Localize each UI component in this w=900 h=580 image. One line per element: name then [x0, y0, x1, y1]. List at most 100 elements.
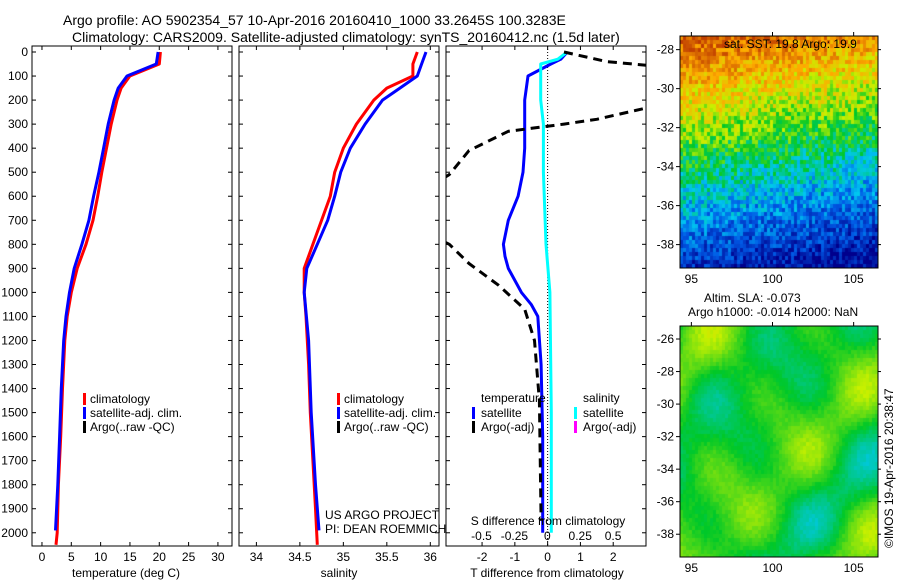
- x2-tick-label: -0.25: [501, 529, 529, 543]
- y-tick-label: 1200: [1, 333, 28, 347]
- x-tick-label: -2: [477, 550, 488, 564]
- series-line-satellite-adj-clim-: [302, 51, 428, 531]
- sst-map: [680, 36, 878, 268]
- x-tick-label: -1: [510, 550, 521, 564]
- map-y-tick-label: -38: [657, 238, 675, 252]
- series-line-satellite-adj-clim-: [54, 51, 160, 531]
- panel-frame-difference: [445, 45, 647, 547]
- y-tick-label: 1000: [1, 285, 28, 299]
- x-tick-label: 20: [153, 550, 167, 564]
- y-tick-label: 0: [21, 45, 28, 59]
- map-y-tick-label: -28: [657, 43, 675, 57]
- map-x-tick-label: 95: [685, 561, 699, 575]
- legend-label: climatology: [90, 392, 150, 406]
- map-frame-sla_map: [679, 325, 879, 558]
- legend-label: Argo(-adj): [481, 420, 534, 434]
- x-tick-label: 34: [250, 550, 264, 564]
- y-tick-label: 1300: [1, 358, 28, 372]
- map-frame-sst_map: [679, 35, 879, 269]
- map-y-tick-label: -32: [657, 121, 675, 135]
- legend-swatch: [83, 393, 86, 405]
- legend-label: climatology: [344, 392, 404, 406]
- x-tick-label: 30: [211, 550, 225, 564]
- sdiff-xlabel: S difference from climatology: [471, 514, 626, 528]
- legend-swatch: [472, 421, 475, 433]
- x-tick-label: 15: [123, 550, 137, 564]
- title-line-1: Argo profile: AO 5902354_57 10-Apr-2016 …: [63, 12, 566, 28]
- x-tick-label: 35: [337, 550, 351, 564]
- y-tick-label: 500: [8, 165, 28, 179]
- map-y-tick-label: -34: [657, 160, 675, 174]
- legend-salinity-title: salinity: [583, 391, 620, 405]
- map-y-tick-label: -34: [657, 462, 675, 476]
- legend-swatch: [83, 421, 86, 433]
- map-x-tick-label: 105: [844, 561, 864, 575]
- legend-swatch: [337, 407, 340, 419]
- x-tick-label: 34.5: [288, 550, 312, 564]
- map-y-tick-label: -38: [657, 527, 675, 541]
- map-x-tick-label: 95: [685, 272, 699, 286]
- x-tick-label: 25: [182, 550, 196, 564]
- x-tick-label: 5: [68, 550, 75, 564]
- y-tick-label: 600: [8, 189, 28, 203]
- x-tick-label: 2: [610, 550, 617, 564]
- map-y-tick-label: -26: [657, 332, 675, 346]
- legend-swatch: [83, 407, 86, 419]
- y-tick-label: 800: [8, 237, 28, 251]
- legend-swatch: [574, 421, 577, 433]
- series-line-s-satellite: [539, 50, 569, 533]
- legend-swatch: [472, 407, 475, 419]
- y-tick-label: 300: [8, 117, 28, 131]
- y-tick-label: 1400: [1, 382, 28, 396]
- sla-map-title-2: Argo h1000: -0.014 h2000: NaN: [688, 305, 858, 319]
- sla-map: [680, 326, 878, 557]
- map-x-tick-label: 100: [762, 561, 782, 575]
- map-y-tick-label: -30: [657, 397, 675, 411]
- x-tick-label: 1: [577, 550, 584, 564]
- x2-tick-label: 0.5: [605, 529, 622, 543]
- y-tick-label: 400: [8, 141, 28, 155]
- map-x-tick-label: 105: [844, 272, 864, 286]
- series-line-climatology: [302, 51, 419, 545]
- y-tick-label: 1800: [1, 478, 28, 492]
- y-tick-label: 1900: [1, 502, 28, 516]
- credit-line-1: US ARGO PROJECT: [325, 508, 440, 522]
- legend-label: satellite: [481, 406, 522, 420]
- temperature-xlabel: temperature (deg C): [72, 566, 180, 580]
- credit-line-2: PI: DEAN ROEMMICH: [325, 522, 446, 536]
- y-tick-label: 1100: [2, 309, 28, 323]
- legend-label: Argo(..raw -QC): [344, 420, 429, 434]
- series-line-t-argo-adj-: [446, 50, 646, 521]
- legend-label: satellite-adj. clim.: [90, 406, 182, 420]
- y-tick-label: 1600: [1, 430, 28, 444]
- y-tick-label: 200: [8, 93, 28, 107]
- legend-label: satellite: [583, 406, 624, 420]
- legend-swatch: [574, 407, 577, 419]
- map-y-tick-label: -36: [657, 199, 675, 213]
- timestamp: ©IMOS 19-Apr-2016 20:38:47: [882, 388, 896, 548]
- map-y-tick-label: -36: [657, 495, 675, 509]
- series-line-t-satellite: [501, 50, 569, 533]
- legend-label: satellite-adj. clim.: [344, 406, 436, 420]
- x2-tick-label: -0.5: [471, 529, 492, 543]
- y-tick-label: 100: [8, 69, 28, 83]
- y-tick-label: 2000: [1, 526, 28, 540]
- legend-swatch: [337, 421, 340, 433]
- legend-label: Argo(-adj): [583, 420, 636, 434]
- sst-map-title: sat. SST: 19.8 Argo: 19.9: [724, 37, 857, 51]
- x-tick-label: 0: [544, 550, 551, 564]
- x2-tick-label: 0.25: [569, 529, 593, 543]
- x-tick-label: 36: [424, 550, 438, 564]
- x-tick-label: 10: [94, 550, 108, 564]
- map-x-tick-label: 100: [762, 272, 782, 286]
- y-tick-label: 1700: [1, 454, 28, 468]
- map-y-tick-label: -30: [657, 82, 675, 96]
- sla-map-title-1: Altim. SLA: -0.073: [704, 291, 801, 305]
- y-tick-label: 900: [8, 261, 28, 275]
- tdiff-xlabel: T difference from climatology: [470, 566, 624, 580]
- panel-frame-temperature: [31, 45, 233, 547]
- y-tick-label: 700: [8, 213, 28, 227]
- legend-label: Argo(..raw -QC): [90, 420, 175, 434]
- x-tick-label: 0: [39, 550, 46, 564]
